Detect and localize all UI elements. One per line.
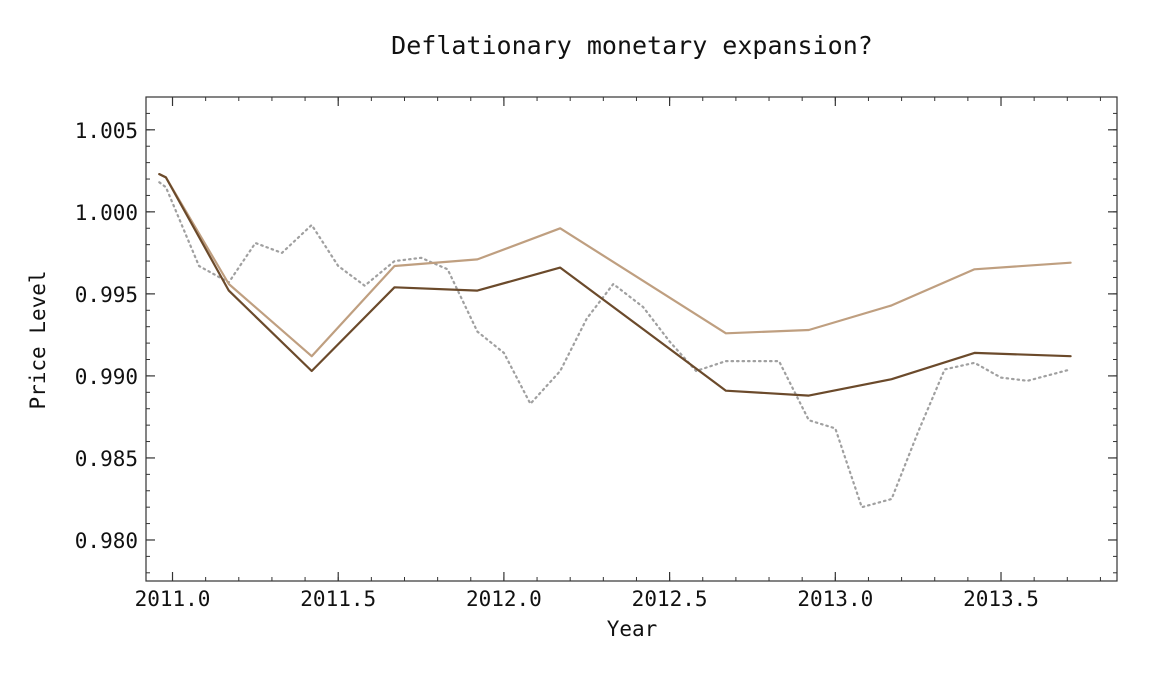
x-tick-label: 2013.5 [963, 587, 1039, 611]
plot-area: 2011.0 2011.5 2012.0 2012.5 2013.0 2013.5 0.98… [75, 96, 1118, 611]
x-tick-label: 2013.0 [797, 587, 873, 611]
y-tick-label: 1.005 [75, 119, 138, 143]
y-tick-label: 0.990 [75, 365, 138, 389]
chart-title: Deflationary monetary expansion? [391, 31, 873, 60]
x-tick-label: 2012.0 [466, 587, 542, 611]
y-tick-label: 0.980 [75, 529, 138, 553]
series-line-2 [158, 173, 1072, 397]
x-tick-label: 2011.5 [300, 587, 376, 611]
series-line-1 [158, 173, 1072, 358]
y-tick-label: 0.985 [75, 447, 138, 471]
x-tick-label: 2012.5 [632, 587, 708, 611]
y-tick-label: 1.000 [75, 201, 138, 225]
y-axis-label: Price Level [26, 270, 50, 409]
series-line-3 [158, 181, 1072, 509]
x-tick-label: 2011.0 [135, 587, 211, 611]
y-tick-label: 0.995 [75, 283, 138, 307]
plot-frame [145, 96, 1118, 582]
x-axis-label: Year [607, 617, 658, 641]
